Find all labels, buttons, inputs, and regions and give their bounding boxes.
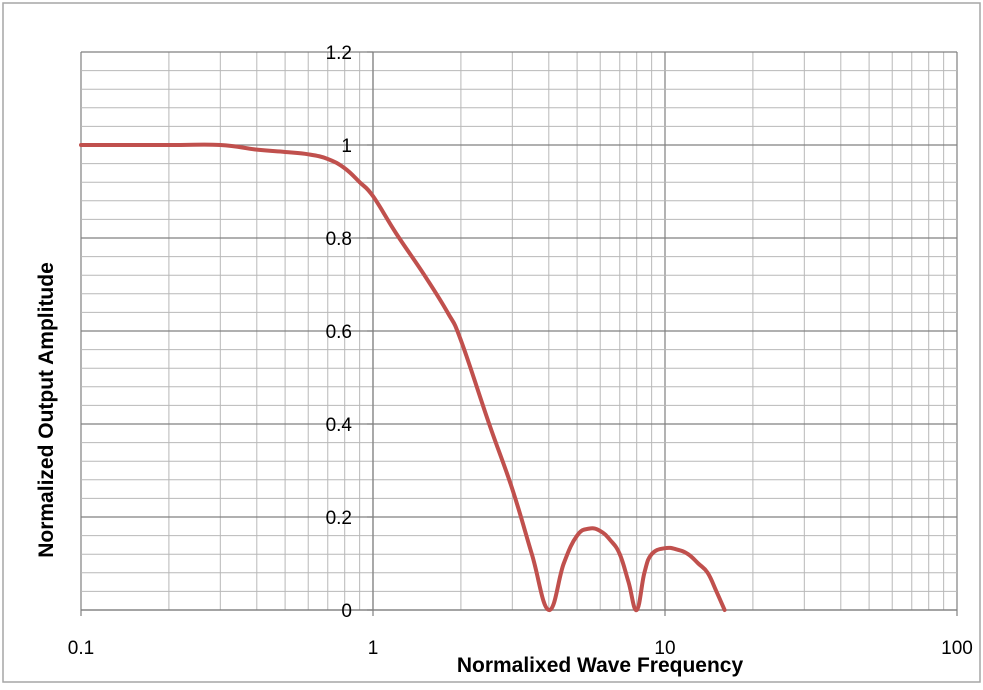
- y-tick-label: 0.8: [326, 229, 352, 250]
- y-tick-label: 0: [341, 601, 352, 622]
- chart-border: [3, 3, 980, 682]
- y-tick-label: 1.2: [326, 43, 352, 64]
- y-tick-label: 0.2: [326, 508, 352, 529]
- x-axis-title: Normalixed Wave Frequency: [457, 654, 744, 677]
- x-tick-label: 1: [368, 638, 379, 659]
- x-tick-label: 0.1: [68, 638, 94, 659]
- y-tick-label: 0.4: [326, 415, 353, 436]
- y-tick-label: 0.6: [326, 322, 352, 343]
- x-tick-label: 100: [941, 638, 973, 659]
- y-tick-label: 1: [341, 136, 352, 157]
- y-axis-title: Normalized Output Amplitude: [35, 262, 58, 558]
